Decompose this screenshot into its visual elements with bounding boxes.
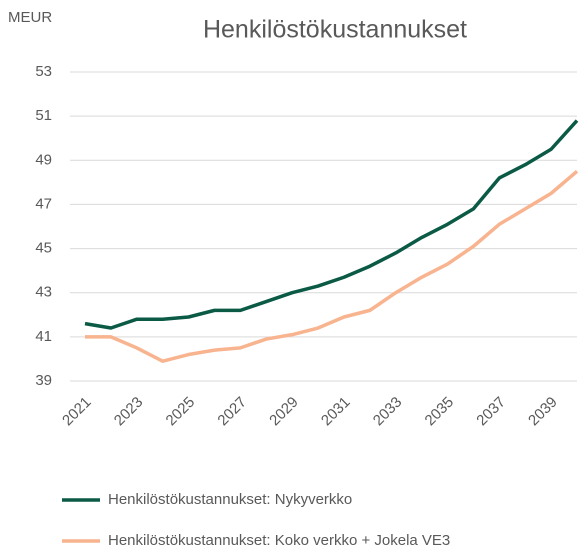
x-tick-label: 2025 xyxy=(163,394,199,430)
x-tick-label: 2027 xyxy=(214,394,250,430)
y-tick-label: 45 xyxy=(35,240,52,257)
x-tick-label: 2031 xyxy=(318,394,354,430)
x-tick-label: 2035 xyxy=(422,394,458,430)
y-axis-label: MEUR xyxy=(8,9,52,26)
y-tick-label: 43 xyxy=(35,284,52,301)
y-tick-label: 41 xyxy=(35,328,52,345)
y-tick-label: 39 xyxy=(35,372,52,389)
x-tick-label: 2029 xyxy=(266,394,302,430)
series-line xyxy=(84,119,579,330)
chart-title: Henkilöstökustannukset xyxy=(203,16,467,44)
x-tick-label: 2037 xyxy=(473,394,509,430)
y-tick-label: 47 xyxy=(35,195,52,212)
x-tick-label: 2021 xyxy=(59,394,95,430)
x-tick-label: 2033 xyxy=(370,394,406,430)
legend-label: Henkilöstökustannukset: Koko verkko + Jo… xyxy=(108,532,450,549)
series-line xyxy=(85,169,579,363)
y-tick-label: 49 xyxy=(35,151,52,168)
y-tick-label: 53 xyxy=(35,63,52,80)
y-tick-label: 51 xyxy=(35,107,52,124)
x-tick-label: 2023 xyxy=(111,394,147,430)
x-tick-label: 2039 xyxy=(525,394,561,430)
legend-label: Henkilöstökustannukset: Nykyverkko xyxy=(108,491,352,508)
